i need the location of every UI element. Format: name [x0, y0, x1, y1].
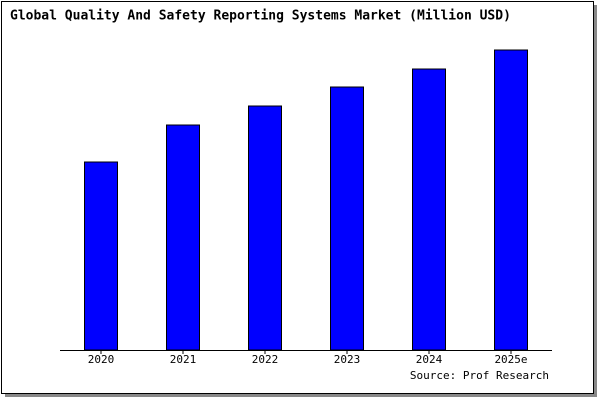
bar: [84, 161, 118, 351]
chart-title: Global Quality And Safety Reporting Syst…: [10, 9, 511, 24]
bar: [494, 49, 528, 351]
x-tick-label: 2020: [88, 353, 115, 366]
source-note: Source: Prof Research: [410, 369, 549, 382]
bar: [330, 86, 364, 351]
bar: [412, 68, 446, 351]
x-tick-label: 2021: [170, 353, 197, 366]
bar: [166, 124, 200, 351]
x-tick-label: 2024: [416, 353, 443, 366]
bar: [248, 105, 282, 351]
x-tick-label: 2025e: [494, 353, 527, 366]
x-tick-label: 2023: [334, 353, 361, 366]
x-tick-label: 2022: [252, 353, 279, 366]
